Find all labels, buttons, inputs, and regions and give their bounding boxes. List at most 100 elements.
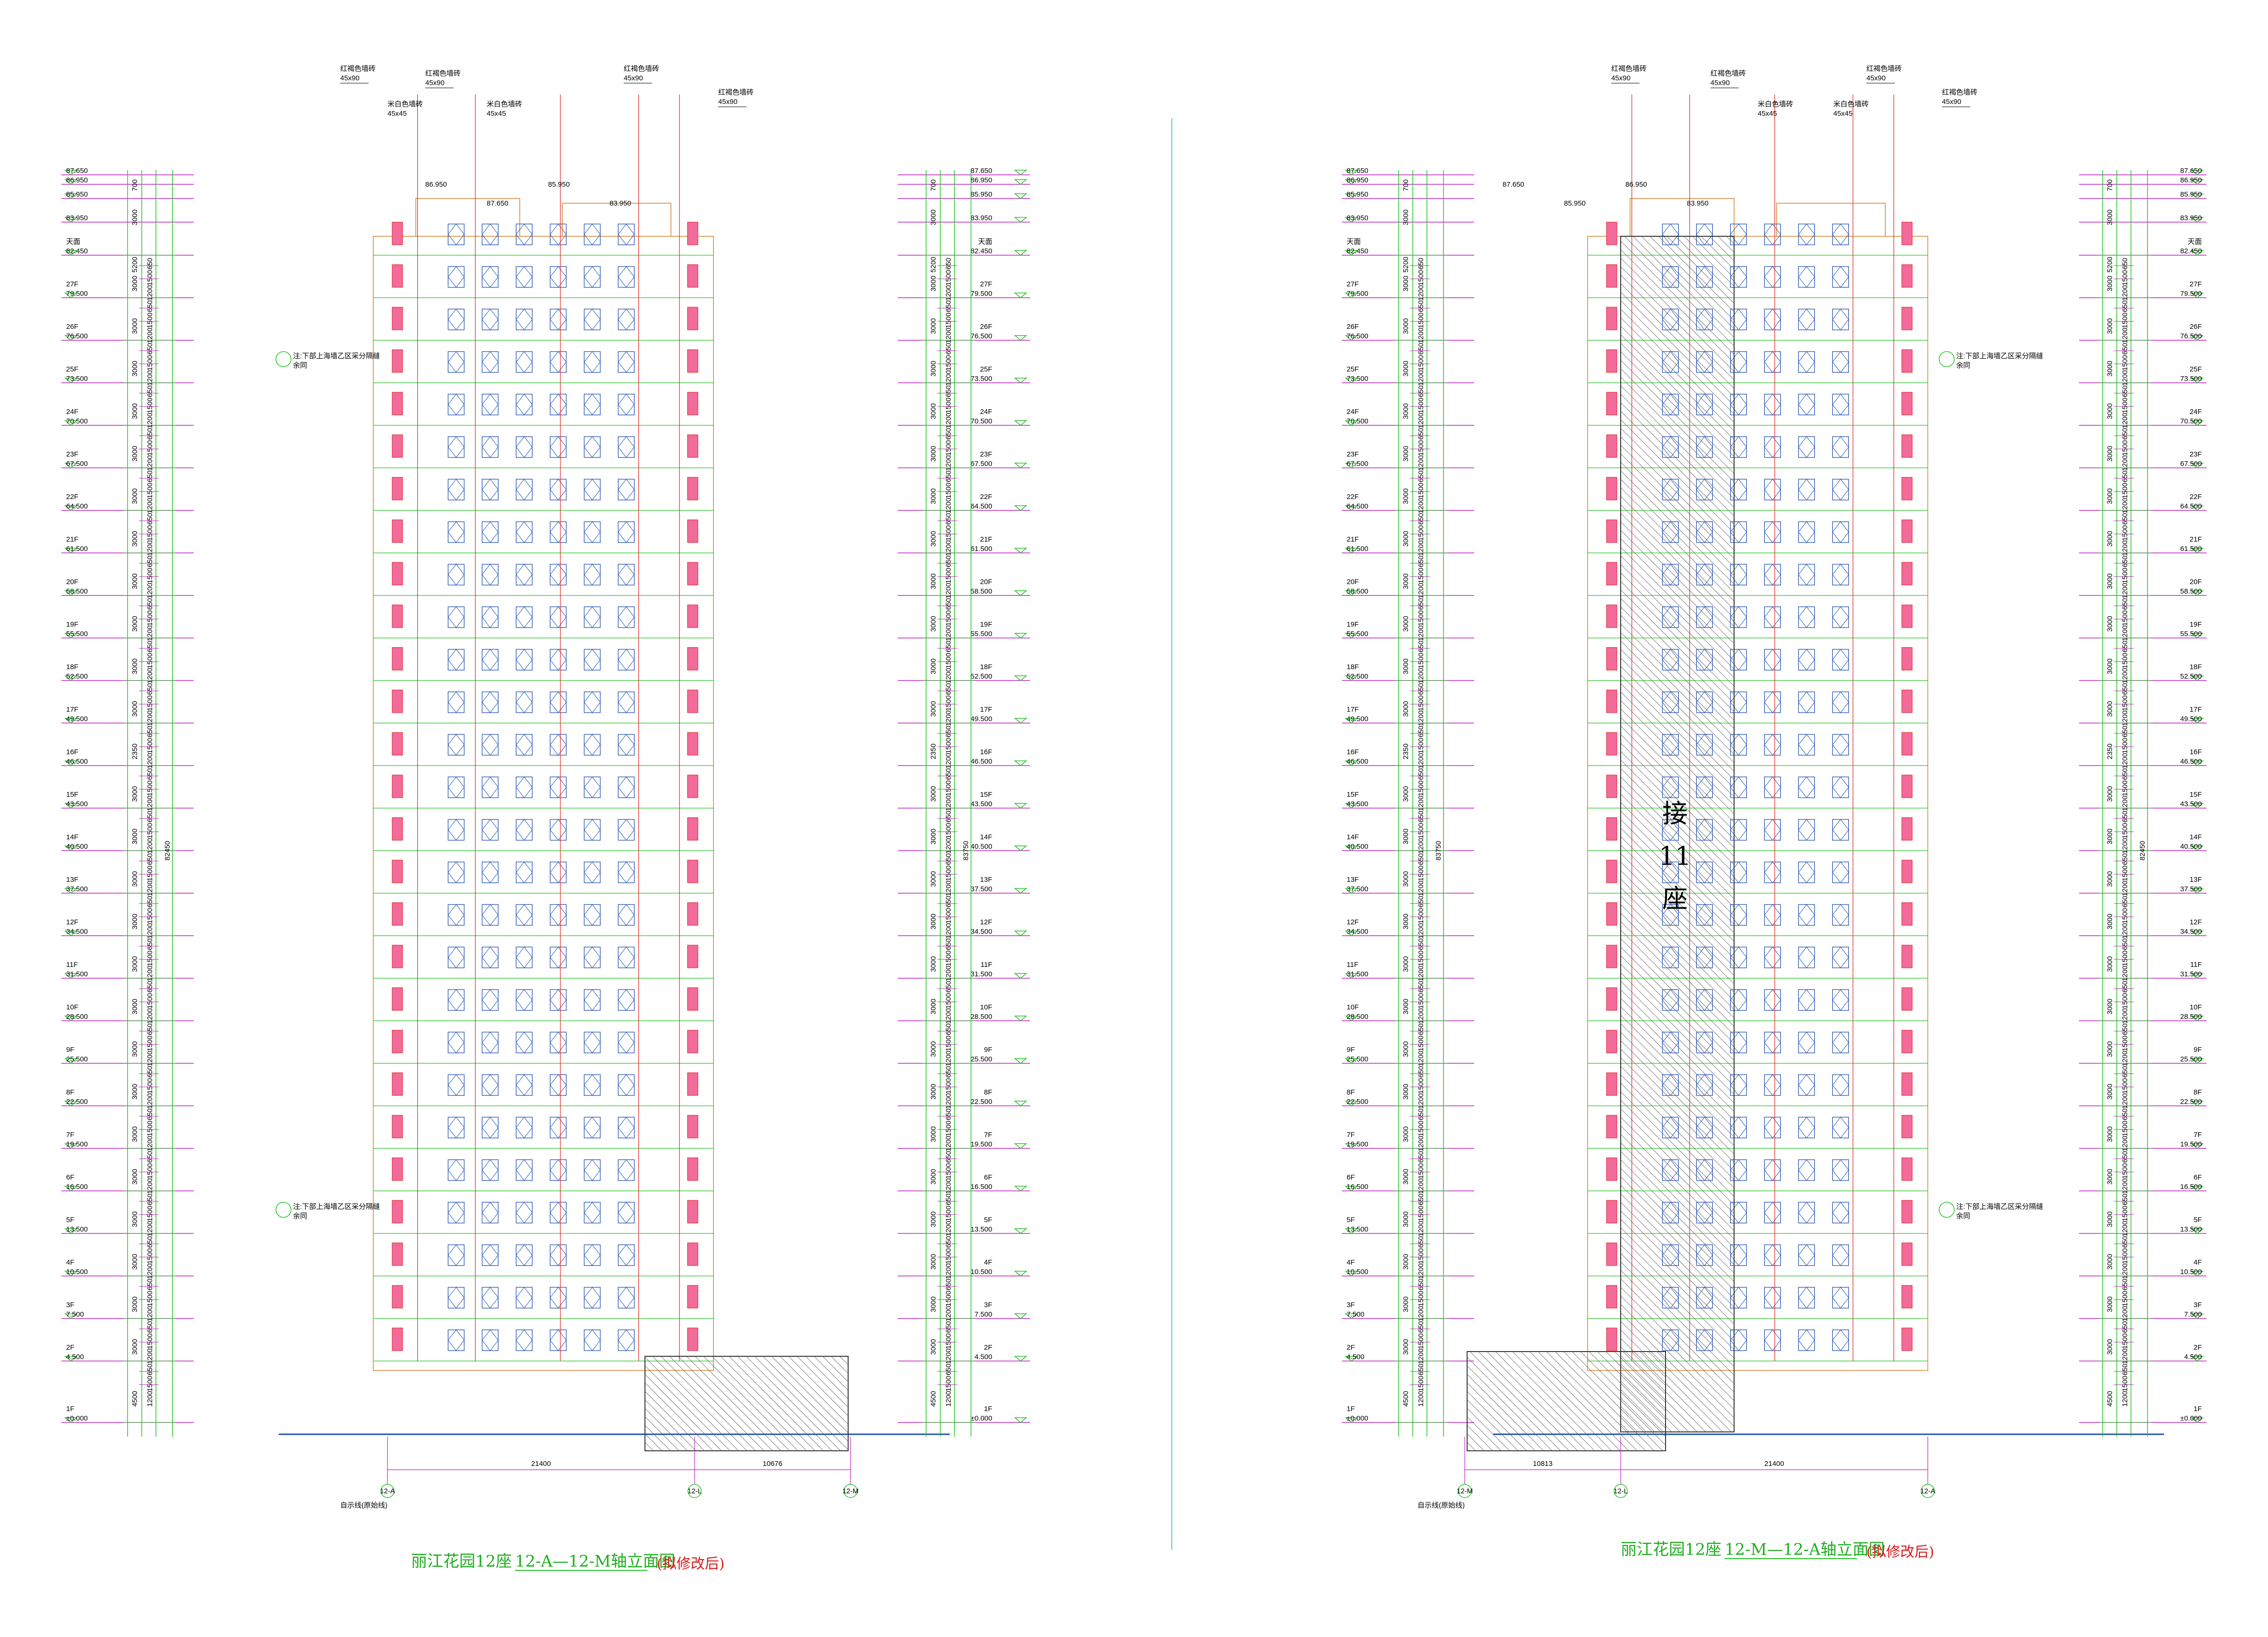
window — [481, 691, 499, 713]
window — [584, 1329, 601, 1351]
dim-text: 1200 — [146, 838, 154, 853]
hatch-stroke — [1620, 1159, 1735, 1274]
window-ornament — [515, 1032, 533, 1053]
hatch-stroke — [1521, 1351, 1621, 1451]
dim-total: 82450 — [2139, 841, 2147, 861]
hatch-stroke — [1620, 555, 1735, 670]
level-marker — [1344, 378, 1358, 383]
dim-text: 1500 — [146, 738, 154, 753]
dim-text: 3000 — [131, 1254, 139, 1269]
dim-text: 1200 — [146, 710, 154, 726]
wall-finish-label: 红褐色墙砖 — [718, 88, 754, 96]
window-ornament — [584, 266, 601, 288]
hatch-stroke — [1620, 972, 1735, 1086]
floor-label: 6F — [66, 1173, 75, 1181]
hatch-stroke — [644, 1391, 705, 1451]
balcony-tile — [687, 1200, 698, 1223]
window-ornament — [1764, 1117, 1781, 1138]
elevation-label: 7.500 — [66, 1310, 84, 1318]
window-ornament — [550, 564, 567, 586]
dim-text: 1500 — [146, 695, 154, 711]
elevation-label: 52.500 — [66, 672, 88, 681]
window-ornament — [1696, 394, 1713, 415]
level-marker — [1344, 420, 1358, 426]
floor-label: 15F — [1347, 791, 1359, 799]
dim-text: 1500 — [945, 1248, 953, 1264]
elevation-label: 4.500 — [974, 1353, 992, 1361]
hatch-stroke — [644, 1425, 671, 1451]
balcony-tile — [1901, 434, 1913, 458]
elevation-label: 58.500 — [971, 587, 992, 595]
axis-bubble — [1614, 1484, 1628, 1498]
dim-text: 1500 — [1417, 355, 1425, 370]
window-ornament — [481, 649, 499, 671]
dim-text: 1200 — [945, 1263, 953, 1279]
dim-text: 1500 — [1417, 525, 1425, 541]
window-ornament — [447, 394, 465, 415]
level-marker — [1344, 803, 1358, 809]
window — [447, 1074, 465, 1096]
dim-text: 650 — [146, 385, 154, 397]
span-label: 10813 — [1533, 1460, 1553, 1468]
dim-text: 1200 — [1417, 1093, 1425, 1109]
dim-text: 3000 — [2106, 1339, 2114, 1354]
dim-text: 1200 — [146, 327, 154, 343]
window — [1764, 351, 1781, 373]
window — [447, 564, 465, 586]
detail-bubble — [1939, 1202, 1955, 1218]
elevation-label: 61.500 — [2180, 545, 2202, 553]
window-ornament — [584, 1244, 601, 1266]
hatch-stroke — [1620, 1074, 1735, 1189]
window-ornament — [1798, 1202, 1815, 1223]
window-ornament — [618, 1159, 635, 1181]
elevation-label: 86.950 — [971, 176, 992, 184]
window-ornament — [1696, 819, 1713, 841]
dim-text: 650 — [1417, 896, 1425, 907]
window — [618, 479, 635, 500]
window — [1832, 394, 1849, 415]
level-marker — [64, 760, 78, 766]
dim-text: 1200 — [945, 625, 953, 641]
hatch-stroke — [1620, 538, 1735, 653]
roof-mark: 83.950 — [1687, 199, 1709, 207]
window-ornament — [1764, 1074, 1781, 1096]
hatch-stroke — [1620, 751, 1735, 865]
window — [515, 1074, 533, 1096]
elevation-label: 31.500 — [2180, 970, 2202, 978]
window-ornament — [550, 394, 567, 415]
window — [618, 1032, 635, 1053]
window-ornament — [1696, 989, 1713, 1011]
hatch-stroke — [1620, 487, 1735, 602]
window-ornament — [584, 394, 601, 415]
window-ornament — [584, 776, 601, 798]
cream-finish-label: 米白色墙砖 — [387, 100, 423, 108]
dim-text: 1500 — [146, 1376, 154, 1391]
window-ornament — [1764, 436, 1781, 458]
balcony-tile — [687, 1157, 698, 1181]
window-ornament — [1730, 521, 1747, 543]
balcony-tile — [1901, 392, 1913, 415]
floor-label: 9F — [1347, 1046, 1355, 1054]
window — [1764, 564, 1781, 586]
level-marker — [64, 633, 78, 638]
dim-text: 3000 — [2106, 1254, 2114, 1269]
dim-text: 1500 — [945, 993, 953, 1008]
hatch-stroke — [1620, 402, 1735, 517]
hatch-stroke — [1620, 1227, 1735, 1342]
window-ornament — [481, 606, 499, 628]
dim-text: 5200 — [929, 257, 937, 272]
window — [1764, 904, 1781, 926]
window — [515, 1159, 533, 1181]
caption-note: (拟修改后) — [1866, 1544, 1934, 1560]
window-ornament — [481, 1287, 499, 1309]
level-marker — [2190, 1228, 2204, 1234]
window-ornament — [1764, 351, 1781, 373]
level-marker — [1344, 193, 1358, 199]
dim-text: 650 — [945, 1236, 953, 1248]
balcony-tile — [1606, 519, 1617, 543]
level-marker — [1344, 1228, 1358, 1234]
balcony-tile — [687, 1285, 698, 1309]
level-marker — [1344, 1101, 1358, 1106]
window-ornament — [447, 691, 465, 713]
window — [550, 989, 567, 1011]
